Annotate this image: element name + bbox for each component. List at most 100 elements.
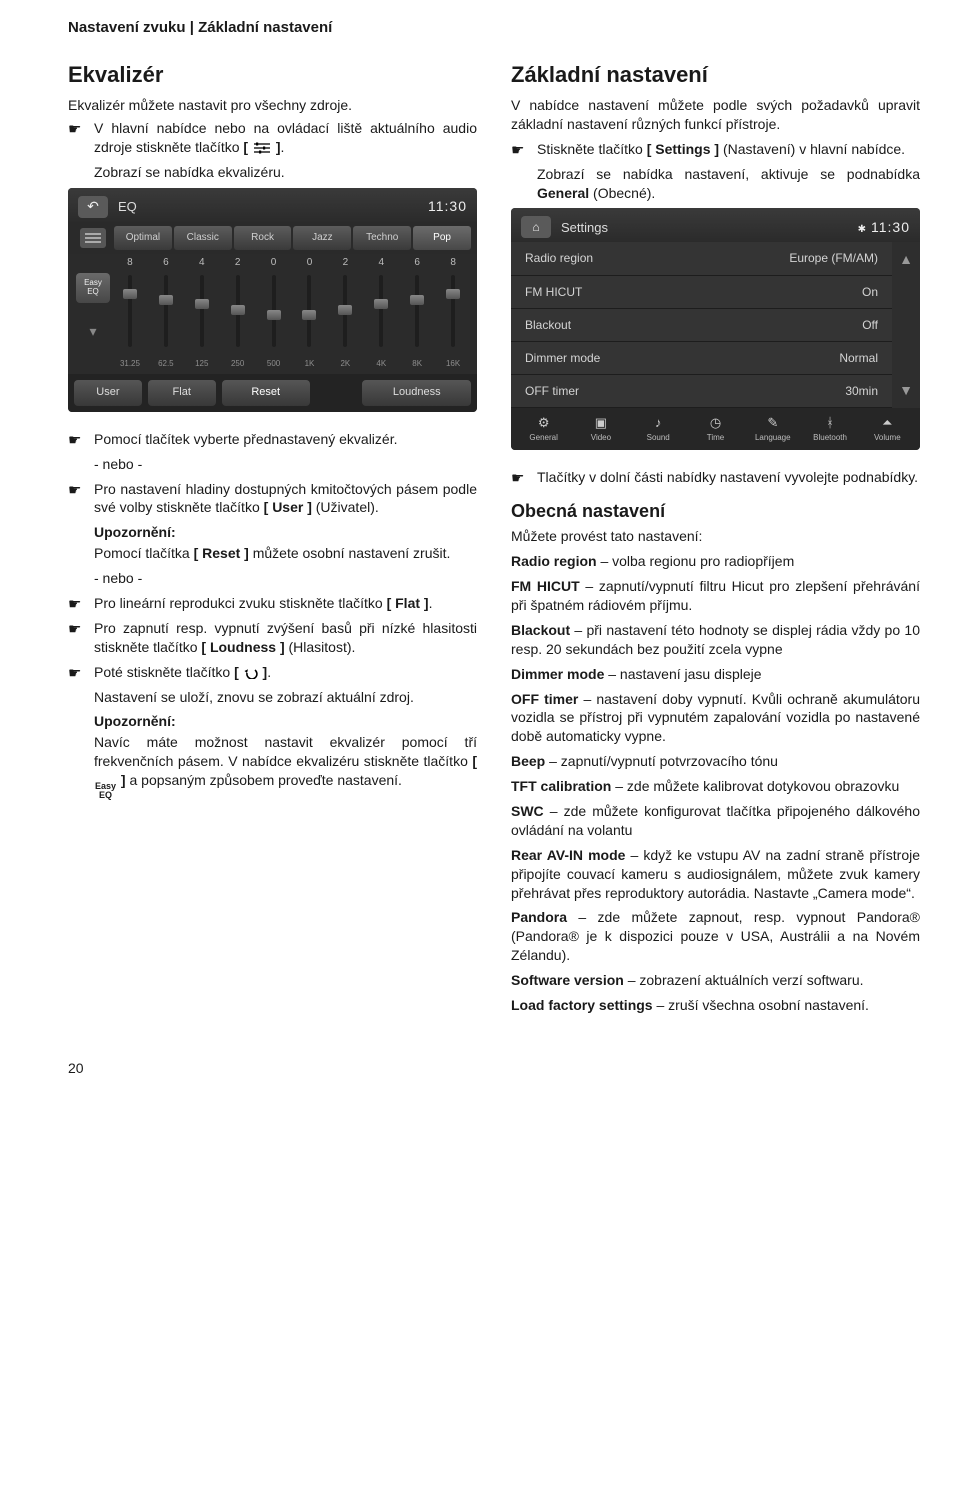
settings-row[interactable]: Dimmer mode Normal	[511, 342, 892, 375]
tab-label: Sound	[647, 433, 670, 444]
flat-button[interactable]: Flat	[148, 380, 216, 406]
chevron-down-icon[interactable]: ▾	[84, 309, 102, 353]
left-column: Ekvalizér Ekvalizér můžete nastavit pro …	[68, 58, 477, 1021]
setting-key: Load factory settings	[511, 997, 653, 1013]
settings-row[interactable]: BlackoutOff	[511, 309, 892, 342]
settings-tab-video[interactable]: ▣Video	[572, 414, 629, 444]
setting-definition: FM HICUT – zapnutí/vypnutí filtru Hicut …	[511, 577, 920, 615]
setting-desc: – zobrazení aktuálních verzí softwaru.	[624, 972, 864, 988]
band-value: 6	[399, 256, 435, 270]
hand-icon: ☛	[68, 119, 86, 137]
settings-tab-language[interactable]: ✎Language	[744, 414, 801, 444]
hand-icon: ☛	[511, 468, 529, 486]
scroll-arrows: ▲ ▼	[892, 242, 920, 408]
settings-row[interactable]: FM HICUTOn	[511, 276, 892, 309]
settings-row[interactable]: OFF timer30min	[511, 375, 892, 408]
setting-key: Pandora	[511, 909, 567, 925]
easy-eq-inline-icon: EasyEQ	[94, 782, 117, 800]
eq-loudness-step: ☛ Pro zapnutí resp. vypnutí zvýšení basů…	[68, 619, 477, 657]
time-icon: ◷	[705, 414, 725, 430]
eq-slider-mode-icon[interactable]	[74, 226, 112, 250]
bt-icon: ✱	[858, 224, 867, 235]
settings-tab-bluetooth[interactable]: ᚼBluetooth	[801, 414, 858, 444]
eq-band-slider[interactable]	[220, 273, 256, 353]
setting-key: OFF timer	[511, 691, 578, 707]
scroll-down-button[interactable]: ▼	[892, 325, 920, 408]
preset-techno[interactable]: Techno	[353, 226, 411, 250]
eq-band-slider[interactable]	[399, 273, 435, 353]
btn-ref: [ Flat ]	[387, 595, 429, 611]
eq-band-slider[interactable]	[363, 273, 399, 353]
open-settings-result: Zobrazí se nabídka nastavení, aktivuje s…	[537, 165, 920, 203]
user-button[interactable]: User	[74, 380, 142, 406]
home-button[interactable]: ⌂	[521, 216, 551, 238]
open-settings-step: ☛ Stiskněte tlačítko [ Settings ] (Nasta…	[511, 140, 920, 159]
preset-rock[interactable]: Rock	[234, 226, 292, 250]
band-value: 0	[292, 256, 328, 270]
eq-preset-row: OptimalClassicRockJazzTechnoPop	[68, 222, 477, 254]
back-button[interactable]: ↶	[78, 196, 108, 218]
two-column-layout: Ekvalizér Ekvalizér můžete nastavit pro …	[68, 58, 920, 1021]
eq-band-slider[interactable]	[184, 273, 220, 353]
settings-tab-time[interactable]: ◷Time	[687, 414, 744, 444]
eq-user-step: ☛ Pro nastavení hladiny dostupných kmito…	[68, 480, 477, 518]
setting-definition: SWC – zde můžete konfigurovat tlačítka p…	[511, 802, 920, 840]
settings-tab-sound[interactable]: ♪Sound	[630, 414, 687, 444]
txt: Pro nastavení hladiny dostupných kmitočt…	[94, 480, 477, 518]
eq-heading: Ekvalizér	[68, 60, 477, 90]
basic-intro: V nabídce nastavení můžete podle svých p…	[511, 96, 920, 134]
right-column: Základní nastavení V nabídce nastavení m…	[511, 58, 920, 1021]
settings-topbar: ⌂ Settings ✱11:30	[511, 208, 920, 242]
scroll-up-button[interactable]: ▲	[892, 242, 920, 325]
eq-back-step: ☛ Poté stiskněte tlačítko [ ].	[68, 663, 477, 682]
hand-icon: ☛	[68, 594, 86, 612]
notice-easyeq: Navíc máte možnost nastavit ekvalizér po…	[94, 733, 477, 800]
reset-button[interactable]: Reset	[222, 380, 310, 406]
preset-optimal[interactable]: Optimal	[114, 226, 172, 250]
preset-classic[interactable]: Classic	[174, 226, 232, 250]
eq-band-slider[interactable]	[292, 273, 328, 353]
notice-reset: Pomocí tlačítka [ Reset ] můžete osobní …	[94, 544, 477, 563]
preset-jazz[interactable]: Jazz	[293, 226, 351, 250]
settings-row-label: Dimmer mode	[525, 350, 600, 366]
txt: Stiskněte tlačítko [ Settings ] (Nastave…	[537, 140, 920, 159]
t: .	[429, 595, 433, 611]
easy-eq-button[interactable]: Easy EQ	[76, 273, 110, 303]
eq-band-slider[interactable]	[327, 273, 363, 353]
freq-label: 4K	[363, 359, 399, 370]
back-arrow-icon	[243, 667, 259, 679]
eq-step-open: ☛ V hlavní nabídce nebo na ovládací lišt…	[68, 119, 477, 157]
page-header: Nastavení zvuku | Základní nastavení	[68, 18, 920, 38]
preset-pop[interactable]: Pop	[413, 226, 471, 250]
tab-label: Video	[591, 433, 611, 444]
freq-label: 62.5	[148, 359, 184, 370]
setting-desc: – zde můžete konfigurovat tlačítka připo…	[511, 803, 920, 838]
btn-ref: [ Loudness ]	[201, 639, 284, 655]
settings-row-value: On	[862, 284, 878, 300]
settings-tab-bar: ⚙General▣Video♪Sound◷Time✎LanguageᚼBluet…	[511, 408, 920, 450]
freq-label: 8K	[399, 359, 435, 370]
band-value: 2	[220, 256, 256, 270]
setting-key: Software version	[511, 972, 624, 988]
eq-band-slider[interactable]	[256, 273, 292, 353]
setting-definition: TFT calibration – zde můžete kalibrovat …	[511, 777, 920, 796]
settings-tab-general[interactable]: ⚙General	[515, 414, 572, 444]
loudness-button[interactable]: Loudness	[362, 380, 471, 406]
eq-band-slider[interactable]	[112, 273, 148, 353]
settings-row-value: Normal	[839, 350, 878, 366]
eq-band-slider[interactable]	[435, 273, 471, 353]
tab-label: Volume	[874, 433, 901, 444]
tabs-note: ☛ Tlačítky v dolní části nabídky nastave…	[511, 468, 920, 487]
freq-label: 16K	[435, 359, 471, 370]
t: Pro lineární reprodukci zvuku stiskněte …	[94, 595, 387, 611]
settings-row[interactable]: Radio regionEurope (FM/AM)	[511, 242, 892, 275]
hand-icon: ☛	[68, 480, 86, 498]
settings-tab-volume[interactable]: ⏶Volume	[859, 414, 916, 444]
setting-desc: – při nastavení této hodnoty se displej …	[511, 622, 920, 657]
eq-band-slider[interactable]	[148, 273, 184, 353]
band-value: 4	[363, 256, 399, 270]
freq-label: 1K	[292, 359, 328, 370]
eq-body: Easy EQ ▾	[68, 269, 477, 359]
t: .	[267, 664, 271, 680]
bluetooth-icon: ᚼ	[820, 414, 840, 430]
